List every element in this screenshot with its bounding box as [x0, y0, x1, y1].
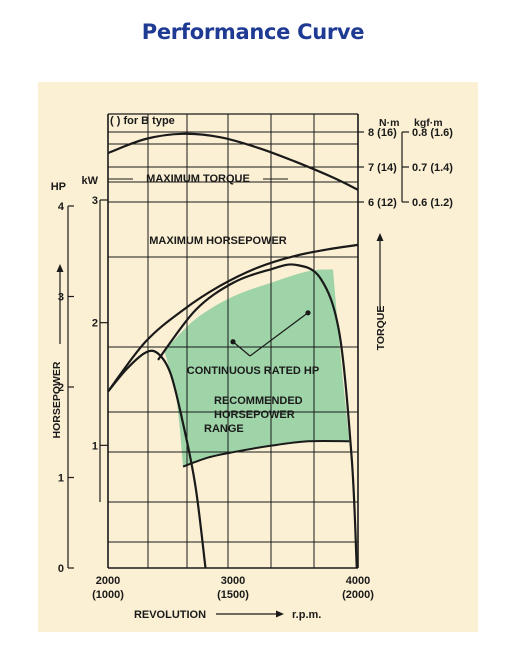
max-torque-label: MAXIMUM TORQUE [146, 173, 250, 185]
rated-hp-leader [249, 312, 309, 357]
recommended-range-label-line: RECOMMENDED [214, 395, 303, 407]
torque-unit-kgf: kgf·m [414, 117, 443, 129]
x-tick-sublabel: (1000) [92, 589, 124, 601]
x-axis-title: REVOLUTION [134, 609, 206, 621]
hp-unit-label: HP [51, 181, 66, 193]
recommended-range-label-line: HORSEPOWER [214, 409, 295, 421]
max-horsepower-label: MAXIMUM HORSEPOWER [149, 235, 287, 247]
chart-panel: 0 1 2 3 4 HP 1 2 3 kW HORSEPOWER N·m kgf·m 8 (16) 0.8 … [38, 82, 478, 632]
hp-axis-title: HORSEPOWER [51, 361, 63, 438]
kw-unit-label: kW [82, 175, 99, 187]
kw-tick-label: 2 [92, 318, 98, 330]
max-horsepower-curve [107, 243, 359, 393]
recommended-range-lower-line [182, 439, 350, 468]
kw-tick-label: 1 [92, 440, 98, 452]
x-tick-label: 2000 [96, 575, 120, 587]
x-tick-sublabel: (1500) [217, 589, 249, 601]
high-speed-limit-curve [157, 263, 358, 569]
hp-tick-label: 2 [58, 382, 64, 394]
x-axis-unit: r.p.m. [292, 609, 321, 621]
torque-tick-label-kgf: 0.6 (1.2) [412, 197, 453, 209]
x-tick-label: 3000 [221, 575, 245, 587]
torque-unit-nm: N·m [379, 117, 399, 129]
performance-chart: 0 1 2 3 4 HP 1 2 3 kW HORSEPOWER N·m kgf·m 8 (16) 0.8 … [51, 113, 453, 621]
hp-tick-label: 3 [58, 292, 64, 304]
x-tick-label: 4000 [346, 575, 370, 587]
low-speed-limit-curve [107, 349, 207, 569]
x-axis-arrowhead [276, 610, 284, 618]
hp-tick-label: 1 [58, 473, 64, 485]
hp-tick-label: 0 [58, 563, 64, 575]
recommended-range-region [164, 269, 350, 467]
torque-tick-label-kgf: 0.7 (1.4) [412, 162, 453, 174]
torque-axis-arrowhead [376, 233, 384, 241]
torque-axis-title: TORQUE [375, 306, 387, 351]
page-title: Performance Curve [141, 20, 365, 44]
torque-tick-label-nm: 7 (14) [368, 162, 397, 174]
hp-tick-label: 4 [58, 201, 65, 213]
torque-tick-label-kgf: 0.8 (1.6) [412, 127, 453, 139]
max-torque-curve [107, 132, 359, 191]
x-tick-sublabel: (2000) [342, 589, 374, 601]
kw-tick-label: 3 [92, 195, 98, 207]
continuous-rated-hp-label: CONTINUOUS RATED HP [187, 365, 319, 377]
recommended-range-label-line: RANGE [204, 423, 244, 435]
torque-tick-label-nm: 8 (16) [368, 127, 397, 139]
b-type-note: ( ) for B type [110, 115, 175, 127]
rated-hp-leader [232, 341, 251, 357]
torque-tick-label-nm: 6 (12) [368, 197, 397, 209]
hp-axis-arrowhead [56, 264, 64, 272]
